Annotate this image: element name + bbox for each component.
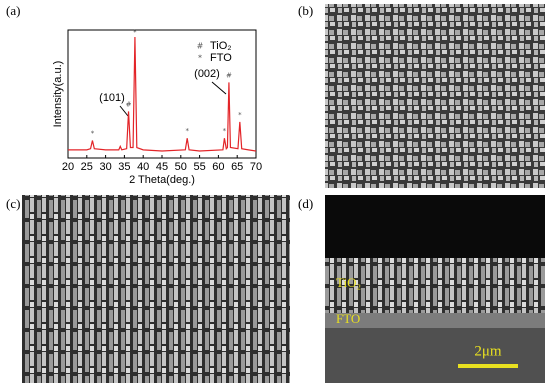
panel-label: (d) — [298, 196, 313, 211]
annotation-arrow — [119, 105, 129, 117]
peak-marker: * — [133, 28, 137, 36]
annotation: (101) — [99, 92, 125, 104]
legend-symbol: * — [198, 54, 202, 63]
peak-marker: * — [185, 127, 189, 135]
xrd-line — [68, 36, 257, 152]
y-axis-label: Intensity(a.u.) — [52, 61, 64, 128]
legend-symbol: # — [197, 42, 204, 51]
legend-label: TiO₂ — [210, 40, 232, 52]
layer-label: TiO₂ — [336, 275, 361, 290]
peak-marker: * — [238, 111, 242, 119]
layer — [325, 313, 545, 328]
annotation-arrow — [211, 81, 227, 95]
x-tick-label: 50 — [175, 161, 187, 173]
legend-label: FTO — [210, 52, 232, 64]
layer — [325, 328, 545, 383]
layer — [325, 258, 545, 313]
peak-marker: * — [223, 127, 227, 135]
scale-bar-label: 2μm — [474, 343, 502, 359]
x-tick-label: 65 — [231, 161, 243, 173]
x-tick-label: 25 — [81, 161, 93, 173]
panel-label: (a) — [6, 3, 20, 18]
annotation: (002) — [194, 68, 220, 80]
peak-marker: * — [91, 130, 95, 138]
x-tick-label: 45 — [156, 161, 168, 173]
layer-label: FTO — [336, 311, 360, 326]
sem-image — [22, 195, 290, 383]
x-tick-label: 30 — [99, 161, 111, 173]
x-axis-label: 2 Theta(deg.) — [129, 174, 195, 186]
panel-b: (b) — [298, 3, 545, 188]
x-tick-label: 55 — [193, 161, 205, 173]
panel-a: (a) 2 Theta(deg.) Intensity(a.u.) (101) … — [6, 3, 257, 186]
panel-c: (c) — [6, 195, 290, 383]
peak-marker: # — [126, 100, 132, 108]
panel-d: (d) TiO₂ FTO 2μm — [298, 195, 545, 383]
x-tick-label: 20 — [62, 161, 74, 173]
panel-label: (b) — [298, 3, 313, 18]
sem-image — [325, 4, 545, 188]
x-tick-label: 70 — [250, 161, 262, 173]
peak-marker: # — [226, 71, 232, 79]
x-tick-label: 60 — [212, 161, 224, 173]
scale-bar — [458, 364, 518, 368]
panel-label: (c) — [6, 196, 20, 211]
x-tick-label: 40 — [137, 161, 149, 173]
x-tick-label: 35 — [118, 161, 130, 173]
